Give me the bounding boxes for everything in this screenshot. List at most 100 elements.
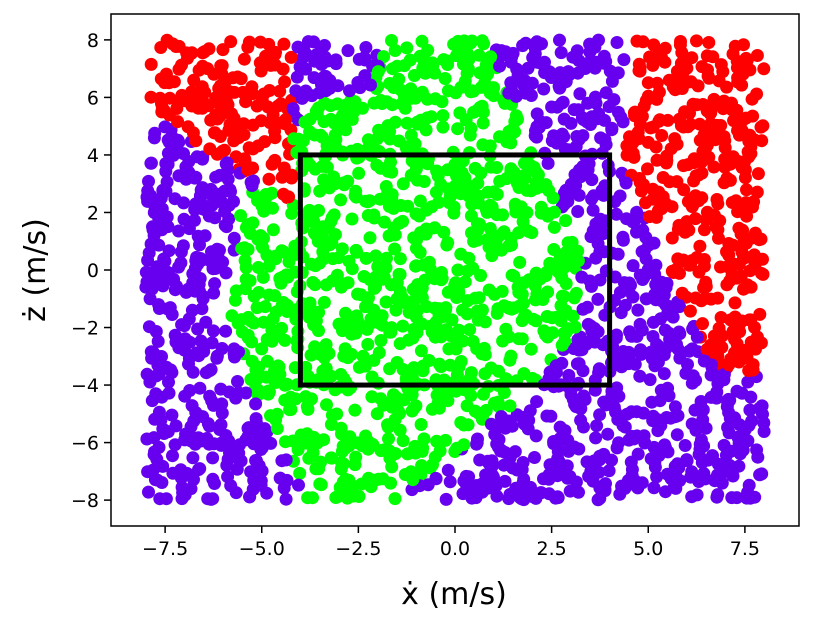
scatter-point (614, 110, 628, 124)
scatter-point (385, 98, 399, 112)
scatter-point (307, 71, 321, 85)
scatter-point (635, 323, 649, 337)
scatter-point (195, 253, 209, 267)
scatter-point (144, 189, 158, 203)
scatter-point (153, 492, 167, 506)
scatter-point (263, 84, 276, 97)
scatter-point (414, 344, 428, 358)
scatter-point (710, 490, 724, 504)
scatter-point (641, 162, 654, 176)
scatter-point (720, 278, 734, 292)
y-tick-label: 8 (87, 30, 99, 52)
scatter-point (490, 489, 504, 503)
scatter-point (157, 254, 171, 268)
scatter-point (677, 159, 690, 173)
scatter-point (571, 205, 585, 218)
scatter-point (460, 67, 474, 80)
scatter-point (581, 317, 595, 331)
scatter-point (351, 287, 365, 301)
scatter-point (696, 468, 710, 482)
scatter-point (646, 120, 660, 134)
scatter-point (437, 225, 451, 239)
scatter-point (547, 220, 561, 234)
scatter-point (580, 115, 594, 129)
scatter-point (689, 373, 703, 387)
scatter-point (555, 289, 569, 303)
scatter-point (633, 172, 646, 185)
scatter-point (202, 419, 216, 433)
y-axis-label: ż (m/s) (18, 218, 53, 322)
scatter-point (602, 100, 616, 114)
scatter-point (673, 266, 686, 280)
scatter-point (156, 279, 170, 293)
x-tick-label: −5.0 (239, 538, 285, 560)
scatter-point (685, 490, 699, 504)
scatter-point (351, 436, 365, 450)
scatter-point (569, 341, 583, 355)
scatter-point (227, 134, 241, 148)
scatter-point (631, 303, 645, 317)
scatter-point (410, 115, 424, 129)
scatter-point (479, 403, 493, 417)
scatter-point (345, 347, 358, 361)
scatter-point (379, 295, 393, 309)
scatter-point (341, 478, 355, 492)
scatter-point (562, 68, 576, 82)
scatter-point (271, 359, 285, 373)
scatter-point (515, 484, 529, 498)
scatter-point (415, 85, 429, 99)
scatter-point (149, 387, 163, 401)
scatter-point (528, 129, 542, 143)
scatter-point (609, 207, 623, 221)
scatter-point (685, 342, 699, 356)
scatter-point (262, 172, 276, 186)
scatter-point (658, 55, 672, 69)
scatter-point (220, 458, 234, 472)
scatter-point (341, 44, 355, 58)
scatter-point (193, 189, 207, 203)
scatter-point (547, 243, 561, 256)
scatter-point (429, 471, 443, 485)
scatter-point (523, 158, 537, 172)
scatter-point (319, 84, 333, 98)
scatter-point (627, 215, 641, 229)
scatter-point (323, 238, 337, 252)
scatter-point (400, 116, 414, 130)
scatter-point (490, 306, 504, 320)
scatter-point (519, 36, 533, 50)
scatter-point (473, 66, 487, 80)
scatter-point (219, 324, 233, 338)
scatter-point (633, 268, 647, 282)
scatter-point (277, 37, 291, 51)
scatter-point (382, 432, 395, 446)
scatter-point (681, 358, 694, 371)
scatter-point (625, 329, 638, 343)
scatter-point (457, 418, 471, 432)
scatter-point (166, 449, 179, 463)
scatter-point (203, 364, 217, 378)
scatter-point (200, 432, 214, 445)
scatter-point (641, 76, 655, 90)
scatter-point (476, 105, 490, 119)
scatter-point (524, 89, 538, 102)
scatter-point (241, 331, 255, 345)
scatter-point (366, 438, 380, 452)
scatter-point (725, 491, 739, 505)
scatter-point (585, 192, 599, 206)
scatter-point (452, 286, 466, 299)
scatter-point (278, 435, 292, 449)
scatter-point (364, 78, 377, 92)
scatter-point (555, 338, 569, 352)
scatter-point (264, 409, 277, 423)
scatter-point (443, 475, 457, 489)
scatter-point (396, 319, 410, 333)
scatter-point (502, 330, 516, 344)
scatter-point (652, 340, 666, 353)
scatter-point (673, 38, 687, 52)
scatter-point (385, 191, 399, 205)
scatter-point (231, 70, 245, 84)
scatter-point (266, 223, 280, 237)
scatter-point (143, 375, 157, 389)
scatter-point (616, 419, 630, 432)
scatter-point (168, 438, 182, 452)
